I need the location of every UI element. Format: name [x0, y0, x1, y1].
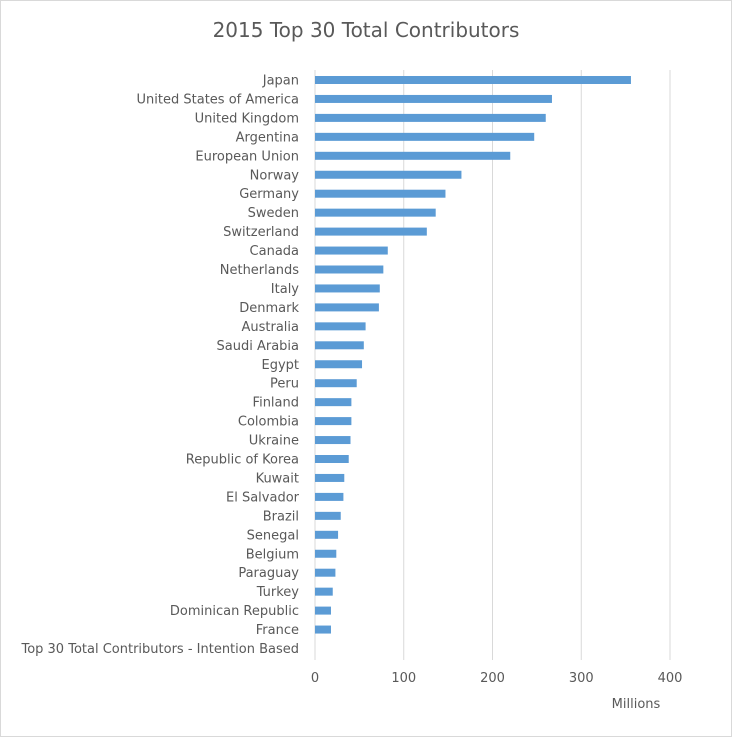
category-label: Finland	[253, 396, 299, 411]
category-label: Sweden	[248, 206, 299, 221]
bar	[315, 492, 344, 501]
category-label: Saudi Arabia	[217, 339, 300, 354]
bar	[315, 417, 352, 426]
category-label: Kuwait	[256, 471, 299, 486]
bar	[315, 151, 511, 160]
bar	[315, 473, 345, 482]
category-label: Italy	[271, 282, 300, 297]
bar	[315, 568, 336, 577]
category-label: Canada	[250, 244, 299, 259]
category-label: Argentina	[236, 130, 299, 145]
x-tick-label: 100	[391, 671, 416, 686]
category-label: Senegal	[247, 528, 299, 543]
x-tick-label: 0	[311, 671, 319, 686]
category-label: United States of America	[137, 92, 299, 107]
bar	[315, 455, 349, 463]
bar	[315, 132, 535, 141]
category-label: Peru	[270, 377, 299, 392]
x-tick-labels: 0 100 200 300 400	[311, 671, 683, 686]
bar	[315, 265, 384, 274]
category-label: Republic of Korea	[186, 453, 299, 468]
bar	[315, 227, 427, 236]
category-label: Turkey	[256, 585, 300, 600]
bar	[315, 511, 341, 520]
bars	[315, 76, 631, 634]
bar	[315, 379, 357, 388]
x-tick-label: 400	[658, 671, 683, 686]
bar	[315, 436, 351, 445]
category-labels: Japan United States of America United King…	[20, 74, 299, 658]
bar	[315, 208, 436, 217]
category-label: France	[256, 623, 299, 638]
gridlines	[314, 70, 671, 660]
bar	[315, 113, 546, 122]
category-label: Ukraine	[249, 434, 299, 449]
category-label: Colombia	[238, 415, 299, 430]
category-label: Norway	[250, 168, 300, 183]
category-label: El Salvador	[226, 490, 300, 505]
bar	[315, 587, 333, 596]
category-label: European Union	[195, 149, 299, 164]
bar	[315, 170, 462, 179]
category-label: Egypt	[261, 358, 299, 373]
category-label: Switzerland	[223, 225, 299, 240]
category-label: Dominican Republic	[170, 604, 299, 619]
x-tick-label: 200	[480, 671, 505, 686]
x-tick-label: 300	[569, 671, 594, 686]
category-label: Denmark	[239, 301, 299, 316]
chart-title: 2015 Top 30 Total Contributors	[212, 18, 520, 42]
bar	[315, 549, 337, 558]
category-label: Japan	[262, 74, 299, 89]
category-label: Australia	[241, 320, 299, 335]
category-label: Brazil	[263, 509, 299, 524]
category-label: Top 30 Total Contributors - Intention Ba…	[20, 642, 299, 657]
bar	[315, 398, 352, 407]
category-label: Belgium	[246, 547, 299, 562]
bar	[315, 322, 366, 331]
bar	[315, 303, 379, 312]
bar	[315, 284, 380, 293]
category-label: Paraguay	[238, 566, 299, 581]
bar	[315, 246, 388, 255]
unit-label: Millions	[612, 697, 661, 712]
bar	[315, 189, 446, 198]
bar	[315, 530, 339, 539]
bar	[315, 341, 364, 350]
bar	[315, 625, 331, 634]
bar	[315, 360, 363, 369]
category-label: Germany	[239, 187, 299, 202]
bar	[315, 94, 552, 103]
category-label: United Kingdom	[195, 111, 299, 126]
bar	[315, 606, 331, 615]
category-label: Netherlands	[220, 263, 299, 278]
bar	[315, 76, 631, 84]
